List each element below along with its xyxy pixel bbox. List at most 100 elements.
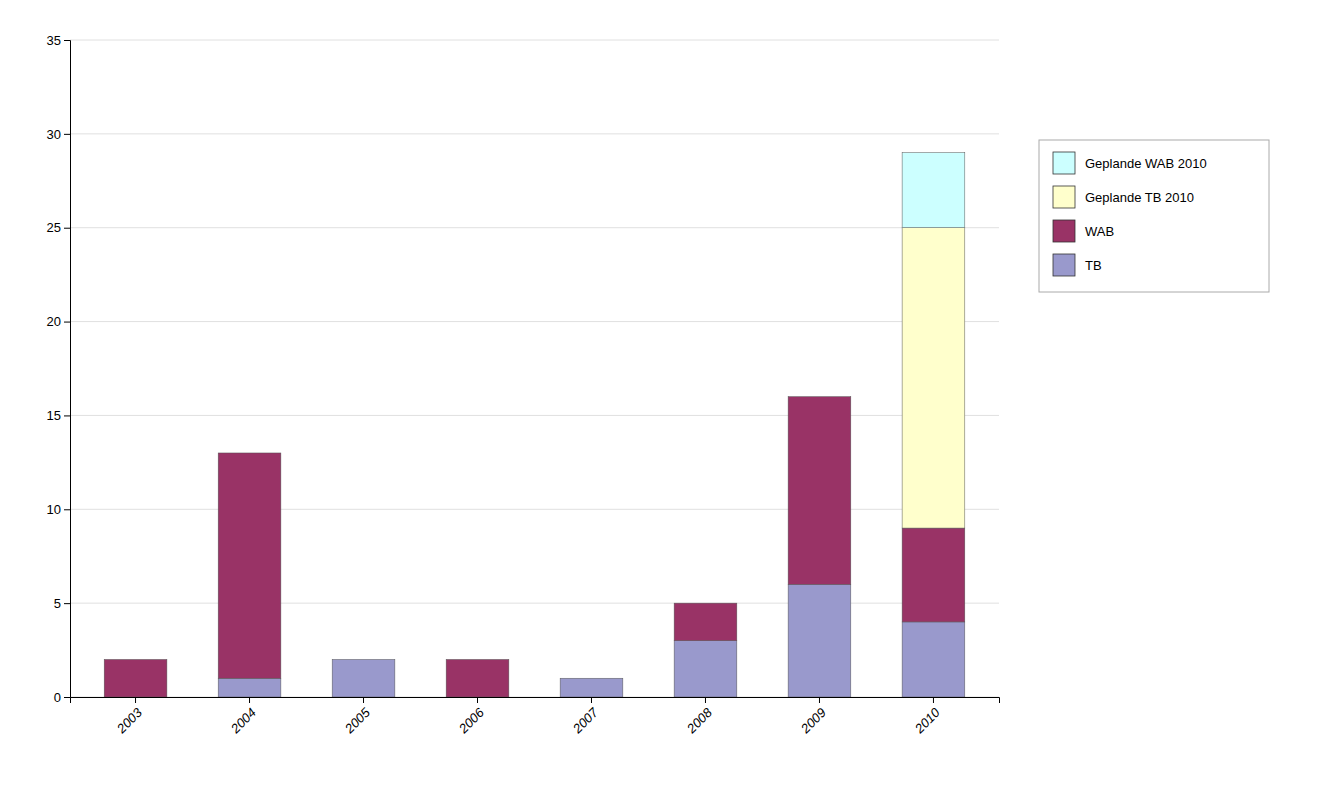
y-tick: 5	[54, 596, 70, 611]
legend: Geplande WAB 2010 Geplande TB 2010 WAB TB	[1039, 140, 1269, 292]
y-tick-mark	[64, 322, 70, 323]
bar	[902, 622, 965, 697]
y-tick: 15	[47, 408, 70, 423]
chart-container: 0510152025303520032004200520062007200820…	[0, 0, 1329, 787]
bar	[788, 584, 851, 697]
y-tick-mark	[64, 415, 70, 416]
y-tick-label: 25	[47, 220, 61, 235]
bar	[788, 396, 851, 397]
x-tick-mark	[933, 697, 934, 703]
x-tick-mark	[135, 697, 136, 703]
legend-label: TB	[1085, 258, 1102, 273]
bar	[218, 678, 281, 697]
y-tick-label: 10	[47, 502, 61, 517]
x-tick-label: 2010	[911, 704, 943, 736]
y-tick: 25	[47, 220, 70, 235]
chart-svg: 0510152025303520032004200520062007200820…	[0, 0, 1329, 787]
legend-swatch	[1053, 152, 1075, 174]
legend-swatch	[1053, 220, 1075, 242]
bar	[902, 153, 965, 228]
x-tick: 2010	[911, 697, 943, 737]
bar	[332, 659, 395, 660]
y-tick-label: 15	[47, 408, 61, 423]
legend-label: Geplande WAB 2010	[1085, 156, 1207, 171]
x-tick: 2006	[455, 697, 487, 737]
bar	[332, 659, 395, 660]
y-tick-mark	[64, 697, 70, 698]
x-tick: 2004	[227, 697, 259, 737]
legend-label: WAB	[1085, 224, 1114, 239]
bar	[674, 641, 737, 697]
grid-line	[70, 40, 999, 41]
legend-item: Geplande TB 2010	[1053, 186, 1194, 208]
y-tick-mark	[64, 40, 70, 41]
x-tick-mark	[477, 697, 478, 703]
x-tick-label: 2009	[797, 705, 829, 737]
y-tick: 30	[47, 127, 70, 142]
legend-swatch	[1053, 186, 1075, 208]
plot: 0510152025303520032004200520062007200820…	[47, 33, 1000, 737]
x-tick-mark	[363, 697, 364, 703]
legend-swatch	[1053, 254, 1075, 276]
grid-line	[70, 415, 999, 416]
y-tick-mark	[64, 509, 70, 510]
x-axis-line	[71, 698, 1000, 704]
grid	[70, 40, 999, 697]
bar	[446, 659, 509, 660]
y-tick-label: 35	[47, 33, 61, 48]
bar	[788, 397, 851, 585]
y-tick: 0	[54, 690, 70, 705]
bar	[560, 678, 623, 679]
y-tick: 20	[47, 314, 70, 329]
x-tick-label: 2005	[341, 704, 373, 736]
bar	[560, 678, 623, 679]
bar	[218, 452, 281, 453]
bar-series	[104, 397, 965, 697]
x-tick-mark	[705, 697, 706, 703]
legend-label: Geplande TB 2010	[1085, 190, 1194, 205]
x-tick-mark	[591, 697, 592, 703]
bar	[560, 678, 623, 679]
bar	[560, 678, 623, 697]
x-tick-label: 2004	[227, 705, 259, 737]
bar	[902, 228, 965, 528]
x-tick-mark	[819, 697, 820, 703]
y-tick: 35	[47, 33, 70, 48]
bar	[104, 659, 167, 660]
bar	[218, 453, 281, 678]
grid-line	[70, 603, 999, 604]
bars	[104, 153, 965, 697]
y-tick-label: 5	[54, 596, 61, 611]
legend-item: Geplande WAB 2010	[1053, 152, 1207, 174]
bar	[902, 528, 965, 622]
bar	[446, 659, 509, 697]
y-tick-mark	[64, 603, 70, 604]
y-tick-label: 20	[47, 314, 61, 329]
bar	[674, 603, 737, 604]
grid-line	[70, 227, 999, 228]
bar	[332, 659, 395, 660]
bar	[674, 603, 737, 641]
y-tick-mark	[64, 134, 70, 135]
x-tick-label: 2008	[683, 704, 715, 736]
grid-line	[70, 509, 999, 510]
bar	[332, 659, 395, 697]
y-tick-label: 30	[47, 127, 61, 142]
legend-frame	[1039, 140, 1269, 292]
x-tick: 2008	[683, 697, 715, 737]
x-tick: 2005	[341, 697, 373, 737]
x-tick-label: 2003	[113, 704, 145, 736]
bar	[218, 452, 281, 453]
y-tick: 10	[47, 502, 70, 517]
bar-series	[218, 584, 965, 697]
bar	[674, 603, 737, 604]
legend-item: WAB	[1053, 220, 1114, 242]
bar	[104, 659, 167, 660]
x-tick-label: 2006	[455, 704, 487, 736]
grid-line	[70, 321, 999, 322]
bar	[104, 659, 167, 697]
x-tick: 2009	[797, 697, 829, 737]
grid-line	[70, 133, 999, 134]
bar	[788, 396, 851, 397]
legend-item: TB	[1053, 254, 1102, 276]
